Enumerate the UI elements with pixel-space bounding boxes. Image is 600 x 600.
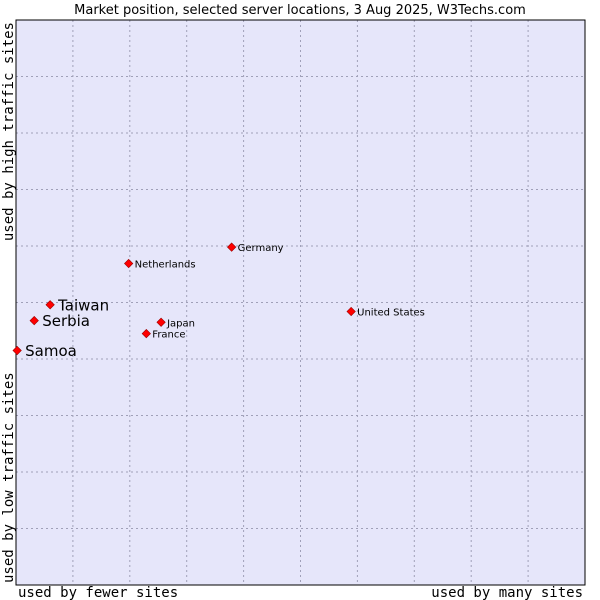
point-label: France [152, 330, 185, 341]
point-japan: Japan [156, 317, 195, 329]
point-marker [156, 317, 166, 327]
point-label: United States [357, 308, 425, 319]
point-taiwan: Taiwan [45, 296, 109, 314]
point-united-states: United States [346, 306, 425, 319]
point-label: Serbia [42, 312, 90, 330]
point-netherlands: Netherlands [124, 258, 196, 271]
point-marker [346, 306, 356, 317]
x-axis-label-right: used by many sites [431, 585, 583, 600]
point-marker [227, 242, 237, 252]
point-label: Germany [238, 243, 284, 254]
y-axis-label-bottom: used by low traffic sites [1, 372, 17, 583]
point-marker [45, 300, 55, 310]
point-marker [124, 258, 134, 269]
point-label: Samoa [25, 342, 77, 360]
chart-title: Market position, selected server locatio… [74, 3, 526, 18]
y-axis-label-top: used by high traffic sites [1, 22, 17, 241]
point-label: Netherlands [135, 260, 196, 271]
point-label: Japan [166, 318, 195, 329]
plot-frame [15, 19, 586, 586]
point-serbia: Serbia [29, 312, 90, 330]
x-axis-label-left: used by fewer sites [18, 585, 178, 600]
point-france: France [141, 328, 186, 341]
point-label: Taiwan [57, 296, 109, 314]
point-marker [141, 328, 151, 339]
point-marker [29, 315, 39, 326]
point-marker [12, 345, 22, 356]
point-germany: Germany [227, 242, 284, 254]
gridlines [16, 20, 585, 585]
point-samoa: Samoa [12, 342, 77, 360]
